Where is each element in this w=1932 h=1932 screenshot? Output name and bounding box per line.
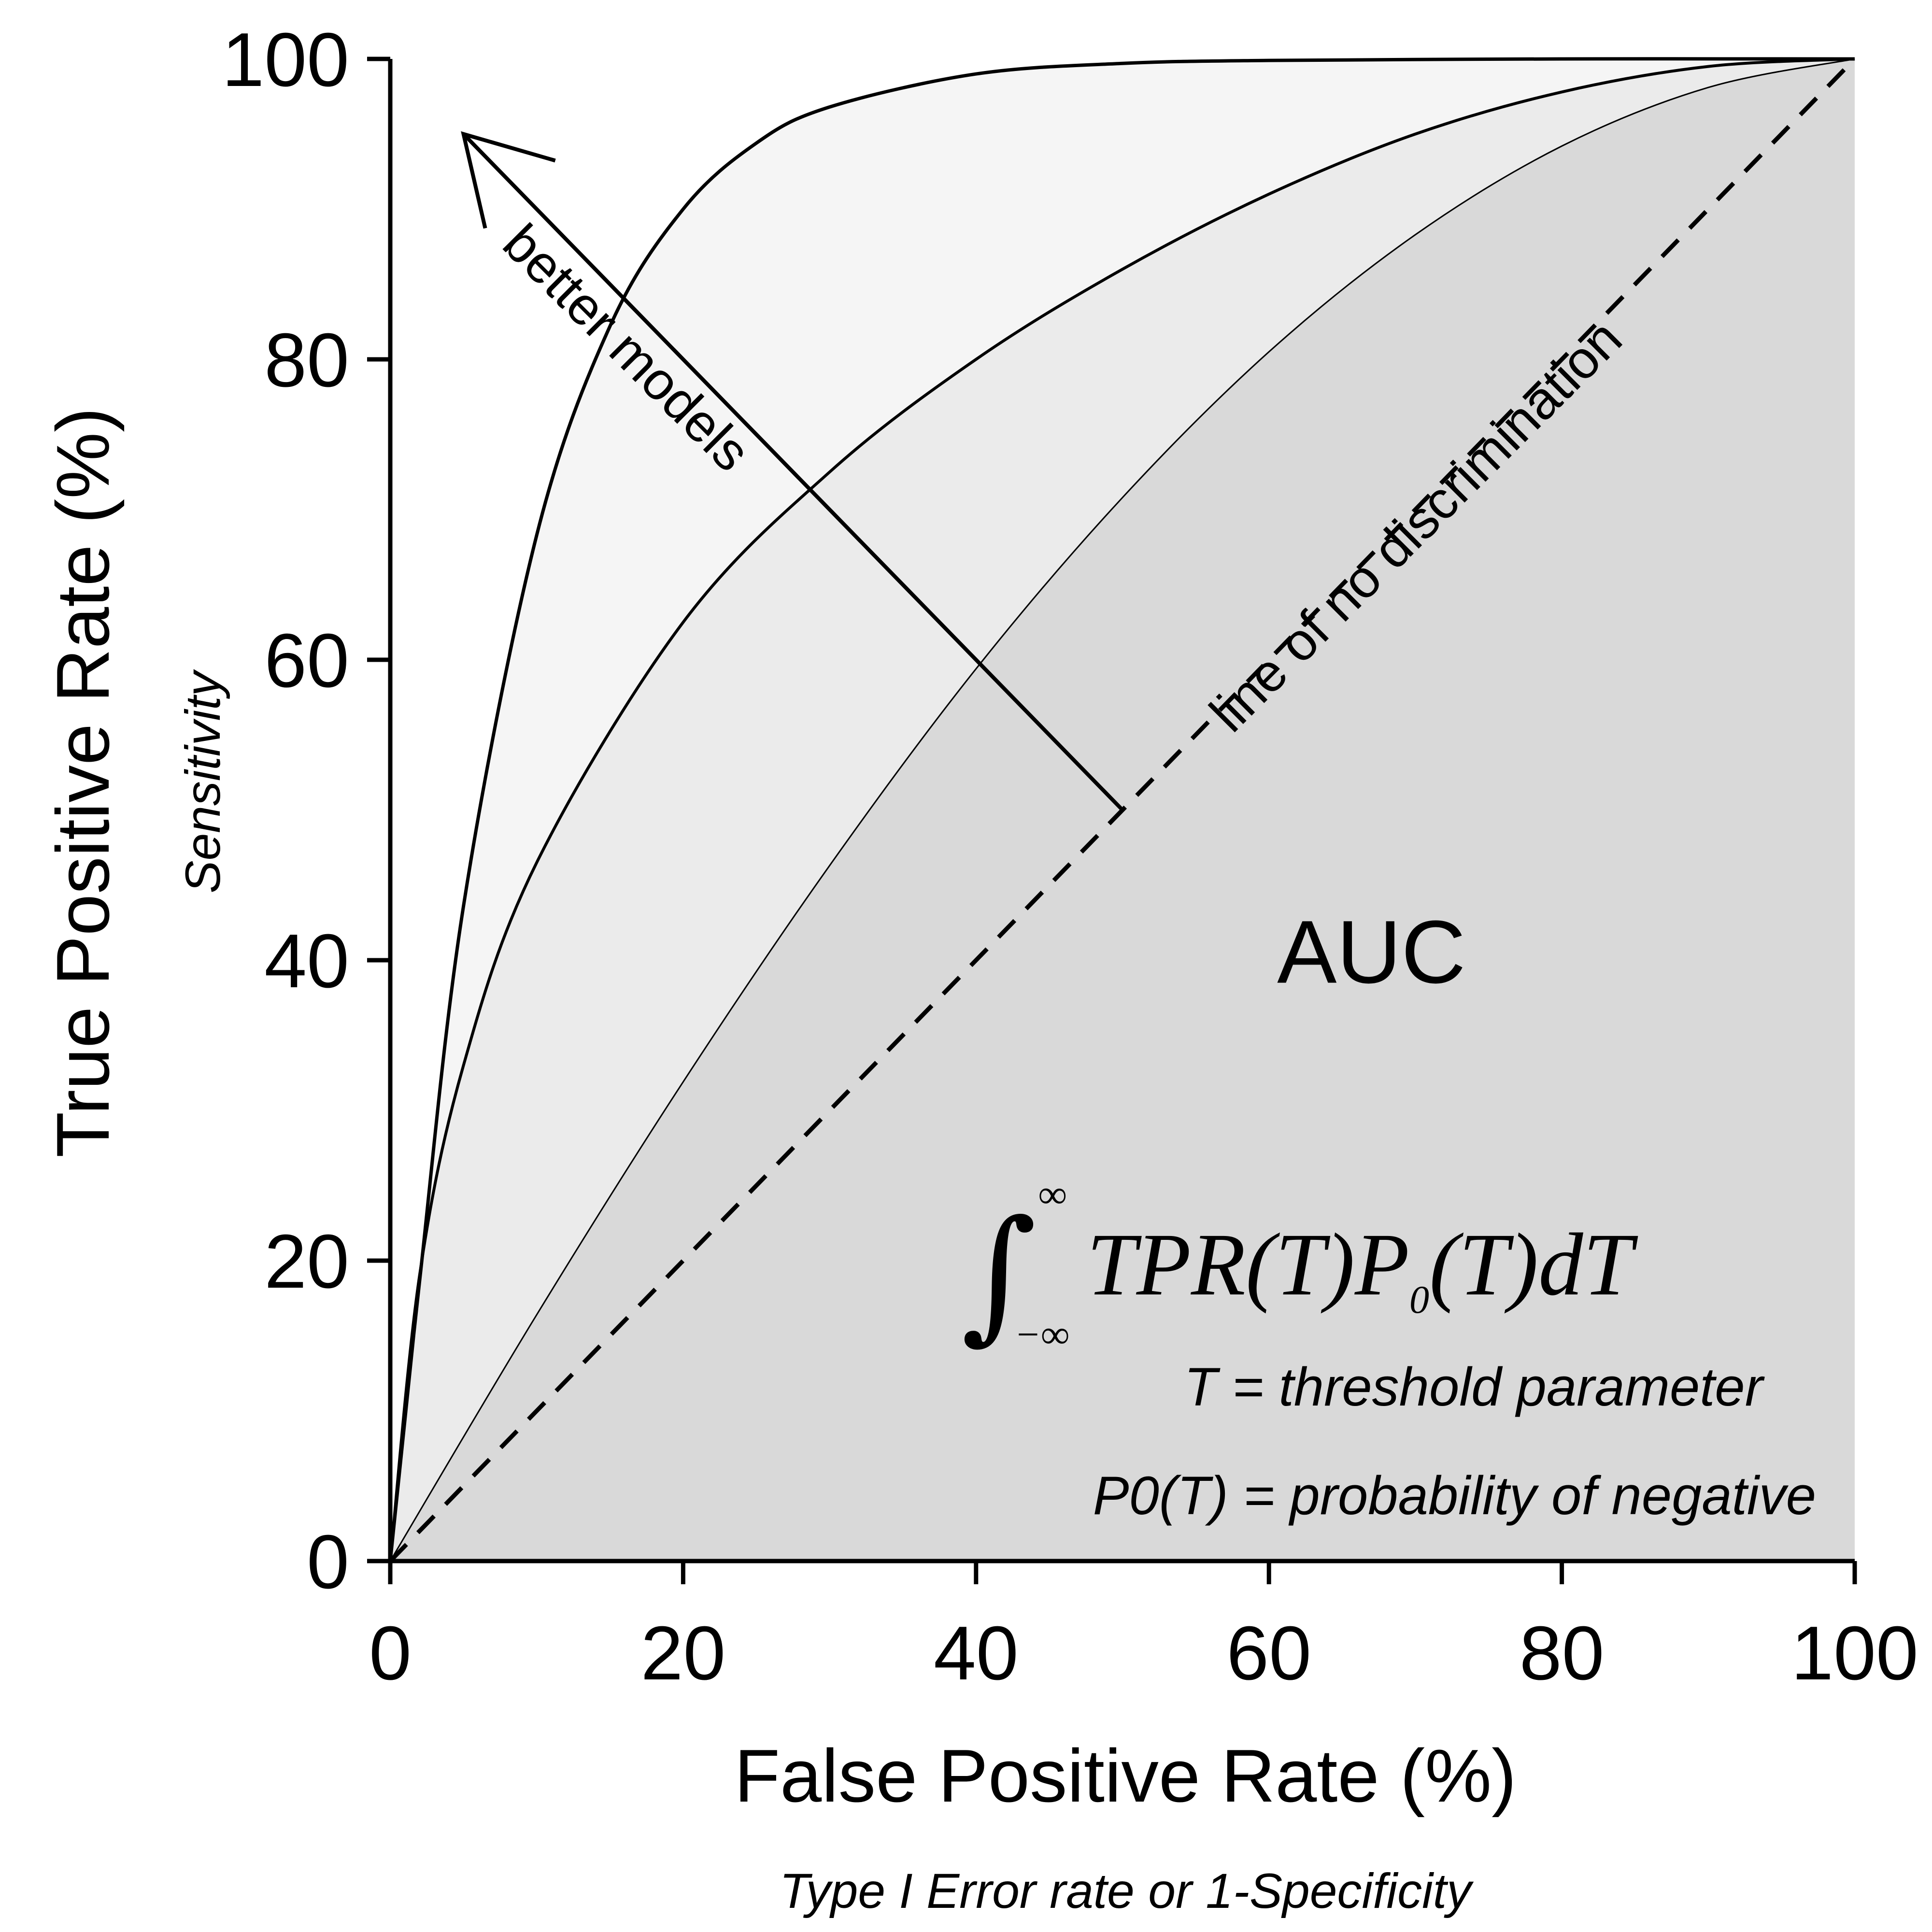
definition-probability: P0(T) = probability of negative [1093,1465,1816,1526]
x-axis-subtitle: Type I Error rate or 1-Specificity [780,1863,1474,1918]
definition-threshold: T = threshold parameter [1184,1357,1765,1417]
x-tick-label-100: 100 [1791,1611,1918,1696]
formula-upper-limit: ∞ [1038,1172,1066,1216]
auc-formula: ∫ ∞ −∞ TPR(T)P0(T)dT [961,1172,1638,1358]
roc-curve-strong [388,57,1855,1562]
roc-curve-weak [389,58,1855,1562]
roc-curves [388,57,1855,1562]
better-models-arrowhead [461,131,556,229]
formula-body: TPR(T)P0(T)dT [1087,1215,1638,1321]
y-tick-label-0: 0 [307,1520,349,1605]
y-tick-label-60: 60 [264,618,349,703]
formula-lower-limit: −∞ [1014,1312,1069,1356]
axes: 0 20 40 60 80 100 0 20 40 60 80 100 [222,17,1918,1696]
y-axis-title: True Positive Rate (%) [41,407,125,1157]
x-tick-label-40: 40 [934,1611,1019,1696]
x-axis-title: False Positive Rate (%) [734,1734,1516,1818]
auc-label: AUC [1277,903,1466,1002]
x-tick-label-80: 80 [1520,1611,1605,1696]
y-tick-label-100: 100 [222,17,349,102]
x-tick-label-60: 60 [1226,1611,1311,1696]
y-tick-label-20: 20 [264,1219,349,1304]
roc-curve-moderate [389,57,1855,1562]
better-models-arrow [462,132,1124,811]
y-tick-label-40: 40 [264,919,349,1004]
integral-sign: ∫ [961,1189,1037,1358]
y-tick-label-80: 80 [264,318,349,403]
x-tick-label-20: 20 [641,1611,726,1696]
y-axis-subtitle: Sensitivity [175,668,230,893]
x-tick-label-0: 0 [369,1611,412,1696]
